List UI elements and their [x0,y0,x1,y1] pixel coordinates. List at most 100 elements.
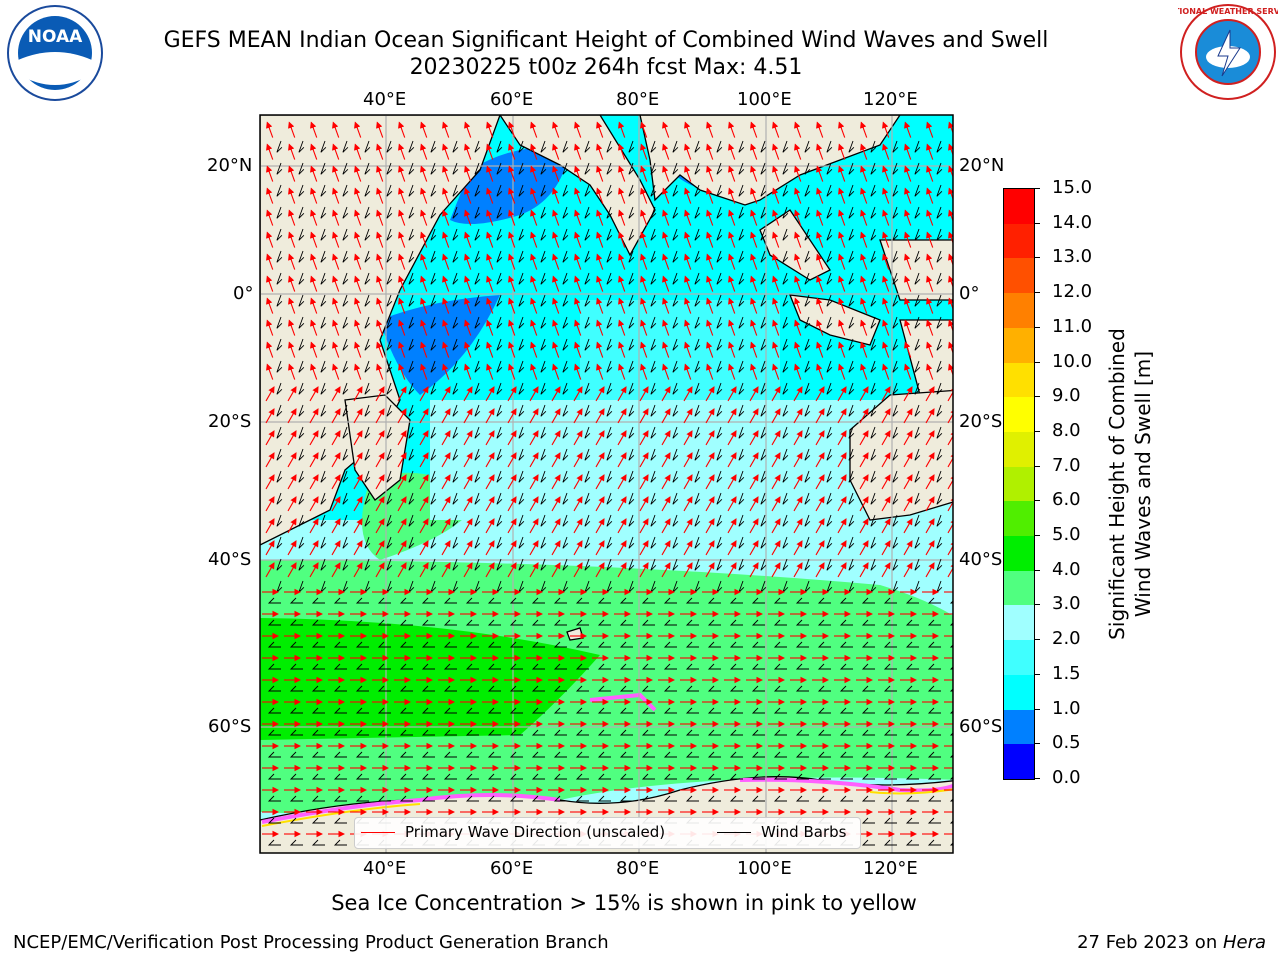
wave-direction-arrow [574,165,582,182]
wind-barb [562,228,569,241]
wind-barb [892,162,899,175]
wind-barb [694,514,701,527]
wave-direction-arrow [332,143,340,160]
wind-barb [584,294,591,307]
wind-barb [562,184,569,197]
wave-direction-arrow [309,540,319,556]
wind-barb [430,404,437,417]
wind-barb [804,470,811,483]
wave-direction-arrow [596,319,604,336]
wind-barb [276,492,283,505]
wind-barb [342,338,349,351]
wave-direction-arrow [442,165,450,182]
wind-barb [848,316,855,329]
wave-direction-arrow [705,540,715,556]
lat-label-right: 20°S [959,411,1003,432]
wave-direction-arrow [904,165,912,182]
wind-barb [892,448,899,461]
wind-barb [584,162,591,175]
wind-barb [716,382,723,395]
wind-barb [716,316,723,329]
wind-barb [298,338,305,351]
wave-direction-arrow [529,540,539,556]
wind-barb [959,581,964,592]
wave-direction-arrow [485,474,495,490]
wind-barb [276,382,283,395]
wave-direction-arrow [266,319,274,336]
wind-barb [672,492,679,505]
wind-barb [562,514,569,527]
wind-barb [628,426,635,439]
wind-barb [342,206,349,219]
wind-barb [959,361,964,372]
wind-barb [342,558,349,571]
wind-barb [959,515,964,526]
wave-direction-arrow [750,231,758,248]
wind-barb [584,558,591,571]
wave-direction-arrow [749,496,759,512]
wind-barb [738,272,745,285]
wind-barb [628,514,635,527]
wind-barb [276,316,283,329]
wave-direction-arrow [354,297,362,314]
colorbar-tick-label: 7.0 [1052,454,1081,476]
wind-barb [452,360,459,373]
wave-direction-arrow [639,496,649,512]
wind-barb [892,404,899,417]
footer-date: 27 Feb 2023 on [1077,932,1223,953]
wave-direction-arrow [507,518,517,534]
wind-barb [782,448,789,461]
wind-barb [694,404,701,417]
wave-direction-arrow [530,341,538,358]
wave-direction-arrow [706,297,714,314]
wave-direction-arrow [662,143,670,160]
wind-barb [452,470,459,483]
wind-barb [562,470,569,483]
wind-barb [760,206,767,219]
wave-direction-arrow [925,496,935,512]
wind-barb [782,558,789,571]
wind-barb [628,470,635,483]
wind-barb [870,162,877,175]
wave-direction-arrow [332,319,340,336]
wave-direction-arrow [684,121,692,138]
colorbar-tick-mark [1034,396,1040,398]
wind-barb [782,514,789,527]
wave-direction-arrow [529,496,539,512]
wind-barb [496,250,503,263]
wave-direction-arrow [750,253,758,270]
wind-barb [298,294,305,307]
colorbar-tick-mark [1034,778,1040,779]
wave-direction-arrow [815,452,825,468]
wind-barb [452,316,459,329]
wind-barb [452,272,459,285]
wave-direction-arrow [837,518,847,534]
lat-label-right: 0° [959,283,980,304]
footer-right: 27 Feb 2023 on Hera [1077,932,1266,953]
wave-direction-arrow [860,341,868,358]
wave-direction-arrow [398,231,406,248]
wind-barb [738,404,745,417]
wind-barb [936,250,943,263]
wave-direction-arrow [442,275,450,292]
wind-barb [364,492,371,505]
wave-direction-arrow [860,253,868,270]
wind-barb [650,184,657,197]
wind-barb [364,470,371,483]
wind-barb [408,250,415,263]
wind-barb [584,338,591,351]
wind-barb [584,184,591,197]
colorbar-tick-mark [1034,604,1040,606]
wind-barb [584,228,591,241]
wave-direction-arrow [925,518,935,534]
wave-direction-arrow [507,540,517,556]
wind-barb [430,338,437,351]
lon-label-bottom: 40°E [363,858,407,879]
wave-direction-arrow [815,518,825,534]
wave-direction-arrow [771,474,781,490]
wind-barb [914,206,921,219]
wave-direction-arrow [881,496,891,512]
wave-direction-arrow [595,386,605,402]
wind-barb [430,558,437,571]
wave-direction-arrow [727,540,737,556]
